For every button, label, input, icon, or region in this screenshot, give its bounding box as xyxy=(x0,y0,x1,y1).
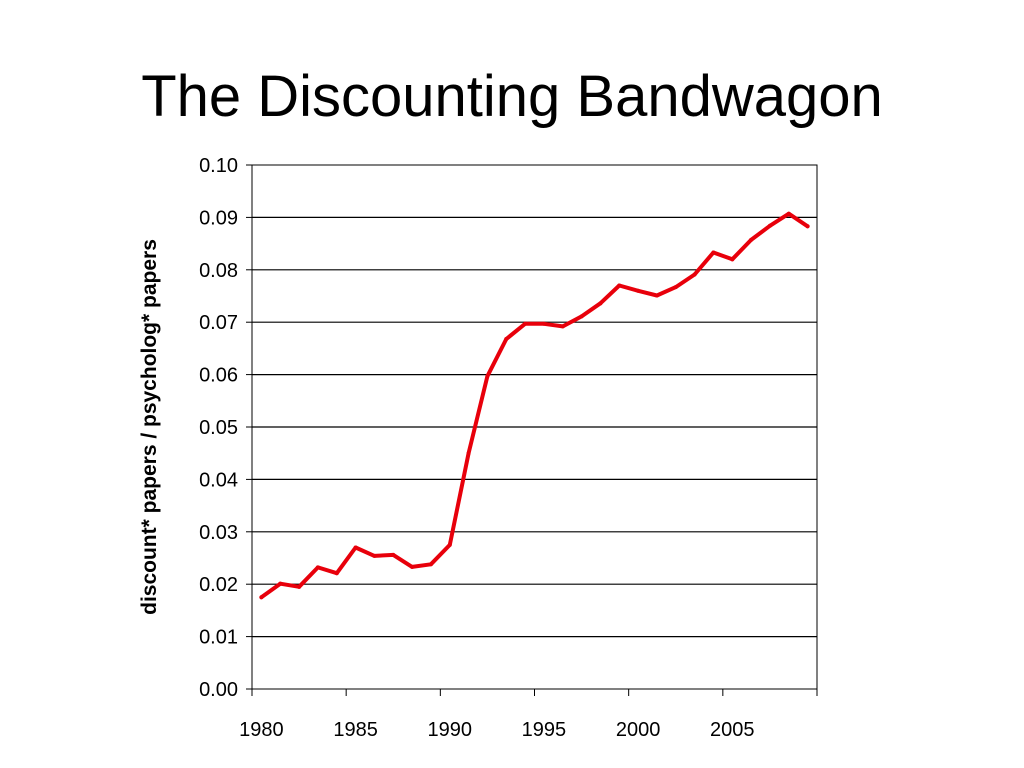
x-tick-label: 1985 xyxy=(333,719,378,741)
x-axis: 1980 1985 1990 1995 2000 2005 xyxy=(239,689,818,741)
y-tick-label: 0.02 xyxy=(199,574,238,596)
y-tick-label: 0.09 xyxy=(199,207,238,229)
data-point xyxy=(278,581,283,586)
gridlines xyxy=(252,216,817,638)
data-point xyxy=(315,565,320,570)
y-tick-label: 0.04 xyxy=(199,469,238,491)
data-point xyxy=(598,301,603,306)
data-point xyxy=(805,224,810,229)
data-point xyxy=(504,336,509,341)
data-point xyxy=(654,293,659,298)
data-point xyxy=(560,324,565,329)
x-tick-label: 2005 xyxy=(710,719,755,741)
y-tick-label: 0.00 xyxy=(199,679,238,701)
data-point xyxy=(692,272,697,277)
data-point xyxy=(372,553,377,558)
x-tick-label: 2000 xyxy=(616,719,661,741)
data-point xyxy=(730,257,735,262)
data-point xyxy=(636,288,641,293)
y-tick-label: 0.07 xyxy=(199,312,238,334)
x-tick-label: 1980 xyxy=(239,719,284,741)
data-point xyxy=(541,321,546,326)
y-tick-label: 0.10 xyxy=(199,155,238,177)
data-point xyxy=(786,211,791,216)
data-point xyxy=(617,283,622,288)
data-point xyxy=(410,564,415,569)
data-point xyxy=(428,562,433,567)
y-tick-label: 0.03 xyxy=(199,522,238,544)
data-point xyxy=(391,552,396,557)
y-tick-label: 0.08 xyxy=(199,260,238,282)
data-point xyxy=(767,223,772,228)
x-tick-label: 1990 xyxy=(428,719,473,741)
y-tick-label: 0.05 xyxy=(199,417,238,439)
y-axis: 0.00 0.01 0.02 0.03 0.04 0.05 0.06 0.07 0.08 0.09… xyxy=(199,155,252,701)
y-tick-label: 0.06 xyxy=(199,365,238,387)
y-tick-label: 0.01 xyxy=(199,627,238,649)
data-point xyxy=(259,595,264,600)
series-layer xyxy=(259,211,810,600)
series-line xyxy=(259,211,810,600)
x-tick-label: 1995 xyxy=(522,719,567,741)
data-point xyxy=(447,542,452,547)
data-point xyxy=(523,321,528,326)
data-point xyxy=(485,374,490,379)
data-point xyxy=(334,571,339,576)
y-axis-title: discount* papers / psycholog* papers xyxy=(138,239,161,615)
slide-title: The Discounting Bandwagon xyxy=(141,64,883,129)
data-point xyxy=(711,250,716,255)
data-point xyxy=(353,545,358,550)
data-point xyxy=(466,451,471,456)
data-point xyxy=(749,237,754,242)
data-point xyxy=(297,584,302,589)
data-point xyxy=(673,285,678,290)
data-point xyxy=(579,314,584,319)
